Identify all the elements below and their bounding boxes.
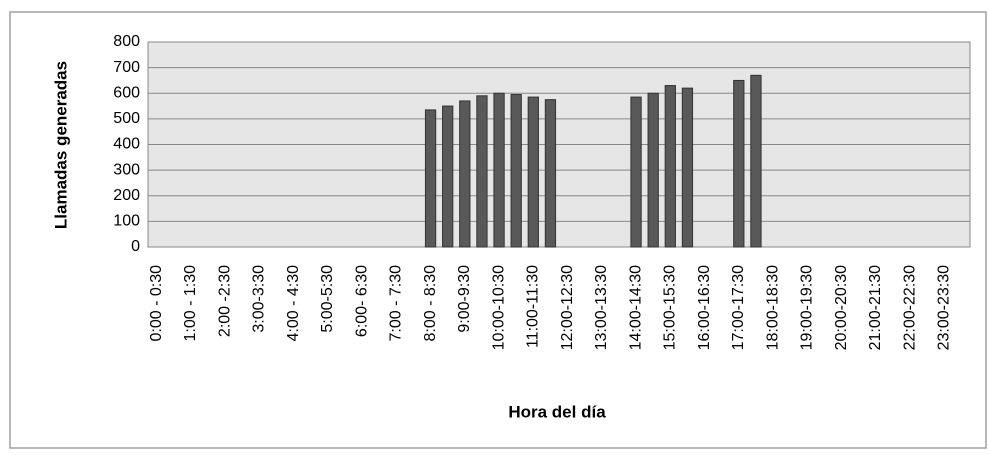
y-tick-label: 100 — [113, 213, 140, 230]
y-tick-label: 800 — [113, 33, 140, 50]
x-tick-label: 4:00 - 4:30 — [285, 265, 302, 342]
x-tick-label: 22:00-22:30 — [901, 265, 918, 351]
x-tick-label: 11:00-11:30 — [525, 265, 542, 348]
x-tick-label: 10:00-10:30 — [490, 265, 507, 351]
x-tick-label: 8:00 - 8:30 — [422, 265, 439, 342]
y-tick-label: 500 — [113, 110, 140, 127]
x-tick-label: 18:00-18:30 — [764, 265, 781, 351]
bar — [493, 92, 505, 248]
y-axis-title: Llamadas generadas — [51, 61, 70, 229]
x-tick-label: 19:00-19:30 — [799, 265, 816, 351]
y-tick-label: 700 — [113, 59, 140, 76]
x-tick-label: 12:00-12:30 — [559, 265, 576, 351]
x-tick-label: 6:00- 6:30 — [353, 265, 370, 337]
x-tick-label: 0:00 - 0:30 — [148, 265, 165, 342]
y-tick-label: 0 — [131, 238, 140, 255]
y-tick-label: 600 — [113, 84, 140, 101]
y-tick-label: 300 — [113, 161, 140, 178]
x-tick-label: 2:00 -2:30 — [216, 265, 233, 337]
bar — [424, 109, 437, 248]
bar — [510, 94, 522, 248]
x-axis-title: Hora del día — [508, 402, 606, 421]
x-tick-label: 15:00-15:30 — [662, 265, 679, 351]
x-tick-label: 7:00 - 7:30 — [388, 265, 405, 342]
x-tick-label: 20:00-20:30 — [833, 265, 850, 351]
bar — [647, 92, 659, 248]
x-tick-label: 13:00-13:30 — [593, 265, 610, 351]
bar — [664, 85, 676, 248]
x-tick-label: 23:00-23:30 — [936, 265, 953, 351]
x-tick-label: 21:00-21:30 — [867, 265, 884, 351]
x-tick-label: 1:00 - 1:30 — [182, 265, 199, 342]
x-tick-label: 9:00-9:30 — [456, 265, 473, 333]
x-tick-label: 14:00-14:30 — [627, 265, 644, 351]
bar — [630, 96, 642, 248]
x-tick-label: 5:00-5:30 — [319, 265, 336, 333]
x-tick-label: 16:00-16:30 — [696, 265, 713, 351]
bar — [733, 79, 745, 248]
bar — [527, 96, 539, 248]
y-tick-label: 200 — [113, 187, 140, 204]
bar — [459, 100, 471, 248]
bar — [681, 87, 694, 248]
bar — [476, 95, 488, 248]
bar — [544, 99, 557, 248]
y-tick-label: 400 — [113, 136, 140, 153]
bar — [442, 105, 454, 248]
bar — [750, 74, 762, 248]
x-tick-label: 17:00-17:30 — [730, 265, 747, 351]
x-tick-label: 3:00-3:30 — [251, 265, 268, 333]
